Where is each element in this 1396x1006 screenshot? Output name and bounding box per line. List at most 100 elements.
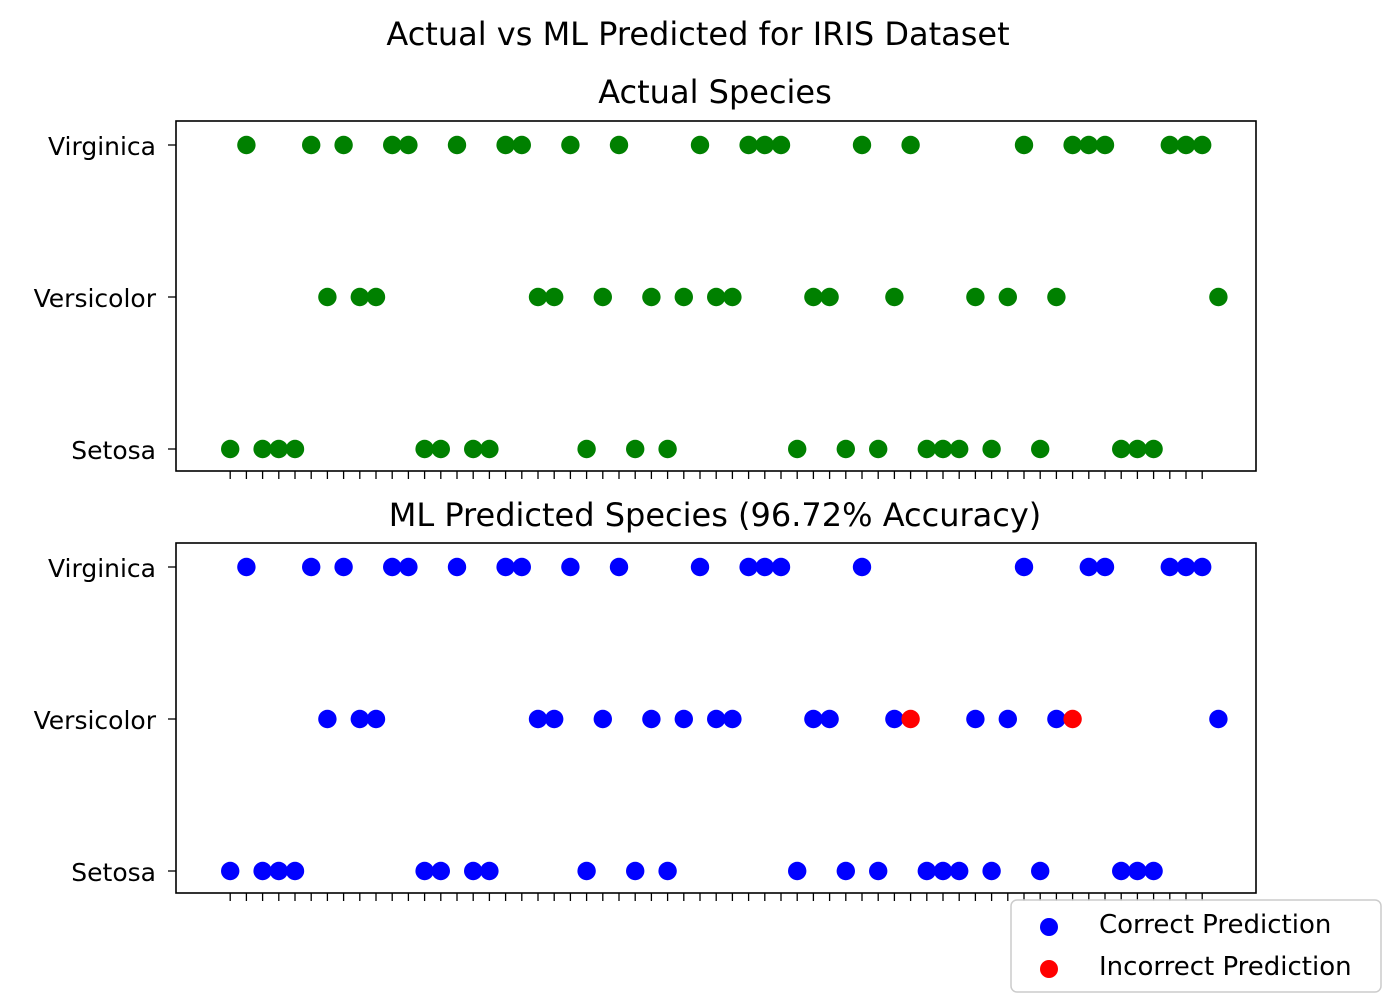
correct-prediction-point	[788, 861, 807, 881]
actual-point	[885, 287, 904, 307]
legend-marker-incorrect	[1040, 960, 1058, 978]
legend-box	[1010, 899, 1382, 993]
actual-panel-title: Actual Species	[598, 73, 832, 111]
legend-label-incorrect: Incorrect Prediction	[1099, 952, 1352, 982]
correct-prediction-point	[512, 557, 531, 577]
correct-prediction-point	[269, 861, 288, 881]
actual-point	[852, 135, 872, 155]
actual-point	[561, 135, 580, 155]
actual-point	[1209, 287, 1228, 307]
correct-prediction-point	[1047, 709, 1066, 729]
actual-points	[221, 135, 1228, 459]
actual-point	[771, 135, 791, 155]
actual-point	[998, 287, 1017, 307]
correct-prediction-point	[431, 861, 450, 881]
correct-prediction-point	[237, 557, 256, 577]
actual-point	[577, 439, 596, 459]
correct-prediction-point	[739, 557, 758, 577]
actual-point	[642, 287, 661, 307]
correct-prediction-point	[577, 861, 596, 881]
actual-point	[269, 439, 288, 459]
correct-prediction-point	[820, 709, 839, 729]
correct-prediction-point	[917, 861, 936, 881]
actual-ytick-versicolor: Versicolor	[34, 284, 157, 313]
actual-point	[285, 439, 305, 459]
correct-prediction-point	[723, 709, 742, 729]
actual-point	[723, 287, 742, 307]
actual-point	[1079, 135, 1099, 155]
correct-prediction-point	[1176, 557, 1196, 577]
actual-point	[966, 287, 985, 307]
correct-prediction-point	[545, 709, 564, 729]
actual-point	[302, 135, 321, 155]
actual-point	[755, 135, 774, 155]
correct-prediction-point	[1079, 557, 1099, 577]
correct-prediction-point	[804, 709, 823, 729]
correct-prediction-point	[1095, 557, 1115, 577]
legend-label-correct: Correct Prediction	[1099, 910, 1331, 940]
actual-point	[1160, 135, 1180, 155]
correct-prediction-point	[415, 861, 434, 881]
actual-point	[1176, 135, 1196, 155]
predicted-panel-title: ML Predicted Species (96.72% Accuracy)	[389, 496, 1042, 534]
correct-prediction-point	[658, 861, 677, 881]
correct-prediction-point	[593, 709, 612, 729]
incorrect-prediction-point	[901, 709, 920, 729]
correct-prediction-point	[950, 861, 969, 881]
incorrect-prediction-point	[1063, 709, 1082, 729]
correct-prediction-point	[609, 557, 629, 577]
actual-point	[1031, 439, 1050, 459]
predicted-points	[221, 557, 1228, 881]
actual-point	[804, 287, 823, 307]
predicted-species-panel: ML Predicted Species (96.72% Accuracy) V…	[34, 496, 1257, 901]
predicted-xtick-marks	[229, 893, 1203, 901]
correct-prediction-point	[674, 709, 693, 729]
actual-point	[1063, 135, 1082, 155]
correct-prediction-point	[366, 709, 386, 729]
correct-prediction-point	[318, 709, 337, 729]
actual-ytick-setosa: Setosa	[71, 436, 156, 465]
actual-point	[383, 135, 402, 155]
correct-prediction-point	[933, 861, 953, 881]
actual-point	[917, 439, 936, 459]
predicted-ytick-virginica: Virginica	[48, 554, 156, 583]
correct-prediction-point	[982, 861, 1001, 881]
actual-point	[334, 135, 353, 155]
actual-ytick-virginica: Virginica	[48, 132, 156, 161]
actual-point	[707, 287, 726, 307]
actual-point	[350, 287, 369, 307]
correct-prediction-point	[221, 861, 240, 881]
actual-point	[464, 439, 483, 459]
actual-point	[1047, 287, 1066, 307]
predicted-ytick-setosa: Setosa	[71, 858, 156, 887]
correct-prediction-point	[1193, 557, 1212, 577]
actual-xtick-marks	[229, 471, 1203, 479]
figure-title: Actual vs ML Predicted for IRIS Dataset	[386, 15, 1009, 53]
actual-point	[658, 439, 677, 459]
correct-prediction-point	[755, 557, 774, 577]
legend: Correct Prediction Incorrect Prediction	[1010, 899, 1382, 993]
actual-point	[528, 287, 548, 307]
actual-point	[1128, 439, 1147, 459]
actual-point	[1112, 439, 1131, 459]
actual-point	[221, 439, 240, 459]
correct-prediction-point	[253, 861, 272, 881]
correct-prediction-point	[642, 709, 661, 729]
correct-prediction-point	[626, 861, 645, 881]
correct-prediction-point	[771, 557, 791, 577]
correct-prediction-point	[1031, 861, 1050, 881]
actual-point	[496, 135, 515, 155]
correct-prediction-point	[302, 557, 321, 577]
actual-point	[674, 287, 693, 307]
correct-prediction-point	[1144, 861, 1163, 881]
actual-point	[820, 287, 839, 307]
correct-prediction-point	[998, 709, 1017, 729]
correct-prediction-point	[464, 861, 483, 881]
actual-point	[788, 439, 807, 459]
actual-ytick-marks	[168, 144, 176, 450]
correct-prediction-point	[1112, 861, 1131, 881]
actual-point	[593, 287, 612, 307]
actual-point	[512, 135, 531, 155]
actual-point	[399, 135, 418, 155]
